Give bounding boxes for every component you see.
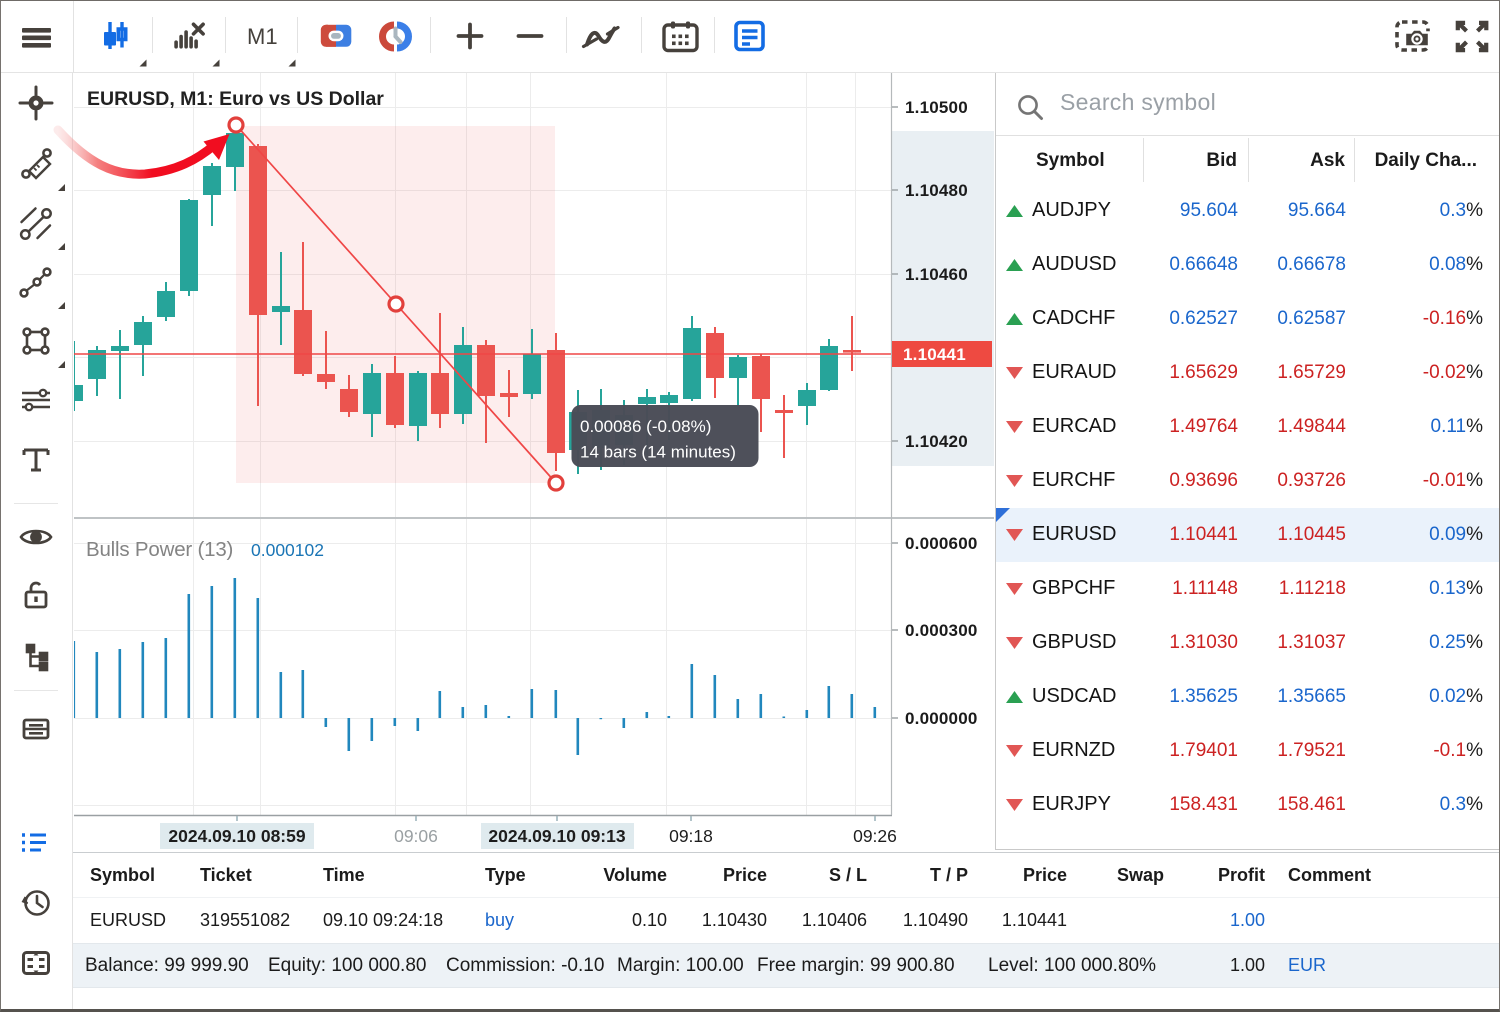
svg-text:2024.09.10 09:13: 2024.09.10 09:13 bbox=[488, 826, 625, 846]
svg-text:1.10480: 1.10480 bbox=[905, 181, 968, 200]
svg-text:1.10460: 1.10460 bbox=[905, 265, 968, 284]
svg-text:EURUSD, M1: Euro vs US Dollar: EURUSD, M1: Euro vs US Dollar bbox=[87, 88, 384, 110]
svg-text:09:06: 09:06 bbox=[394, 826, 438, 846]
svg-text:0.000300: 0.000300 bbox=[905, 621, 978, 640]
svg-text:1.10500: 1.10500 bbox=[905, 98, 968, 117]
svg-text:09:18: 09:18 bbox=[669, 826, 713, 846]
svg-text:1.10441: 1.10441 bbox=[903, 345, 966, 364]
svg-text:Bulls Power (13): Bulls Power (13) bbox=[86, 538, 233, 561]
svg-text:2024.09.10 08:59: 2024.09.10 08:59 bbox=[168, 826, 305, 846]
svg-text:1.10420: 1.10420 bbox=[905, 432, 968, 451]
svg-text:0.000102: 0.000102 bbox=[251, 540, 324, 560]
svg-text:0.000600: 0.000600 bbox=[905, 534, 978, 553]
svg-text:14 bars (14 minutes): 14 bars (14 minutes) bbox=[580, 443, 736, 462]
svg-text:0.00086 (-0.08%): 0.00086 (-0.08%) bbox=[580, 417, 711, 436]
svg-text:0.000000: 0.000000 bbox=[905, 709, 978, 728]
svg-text:M1: M1 bbox=[247, 24, 278, 49]
svg-text:09:26: 09:26 bbox=[853, 826, 897, 846]
